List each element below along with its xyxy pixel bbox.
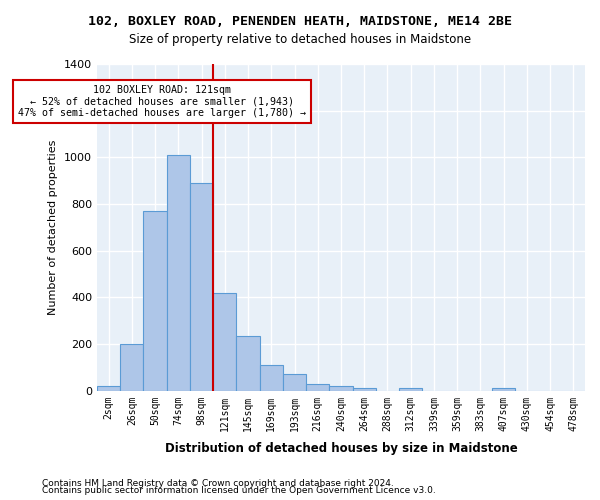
Bar [353, 388, 376, 391]
Bar [260, 365, 283, 391]
Bar [492, 388, 515, 391]
Text: Contains HM Land Registry data © Crown copyright and database right 2024.: Contains HM Land Registry data © Crown c… [42, 478, 394, 488]
X-axis label: Distribution of detached houses by size in Maidstone: Distribution of detached houses by size … [164, 442, 517, 455]
Bar [143, 211, 167, 391]
Bar [97, 386, 120, 391]
Bar [283, 374, 306, 391]
Bar [190, 183, 213, 391]
Bar [306, 384, 329, 391]
Text: Contains public sector information licensed under the Open Government Licence v3: Contains public sector information licen… [42, 486, 436, 495]
Bar [213, 292, 236, 391]
Bar [167, 155, 190, 391]
Bar [120, 344, 143, 391]
Bar [329, 386, 353, 391]
Text: 102 BOXLEY ROAD: 121sqm
← 52% of detached houses are smaller (1,943)
47% of semi: 102 BOXLEY ROAD: 121sqm ← 52% of detache… [18, 85, 306, 118]
Bar [236, 336, 260, 391]
Text: Size of property relative to detached houses in Maidstone: Size of property relative to detached ho… [129, 32, 471, 46]
Text: 102, BOXLEY ROAD, PENENDEN HEATH, MAIDSTONE, ME14 2BE: 102, BOXLEY ROAD, PENENDEN HEATH, MAIDST… [88, 15, 512, 28]
Y-axis label: Number of detached properties: Number of detached properties [49, 140, 58, 315]
Bar [399, 388, 422, 391]
